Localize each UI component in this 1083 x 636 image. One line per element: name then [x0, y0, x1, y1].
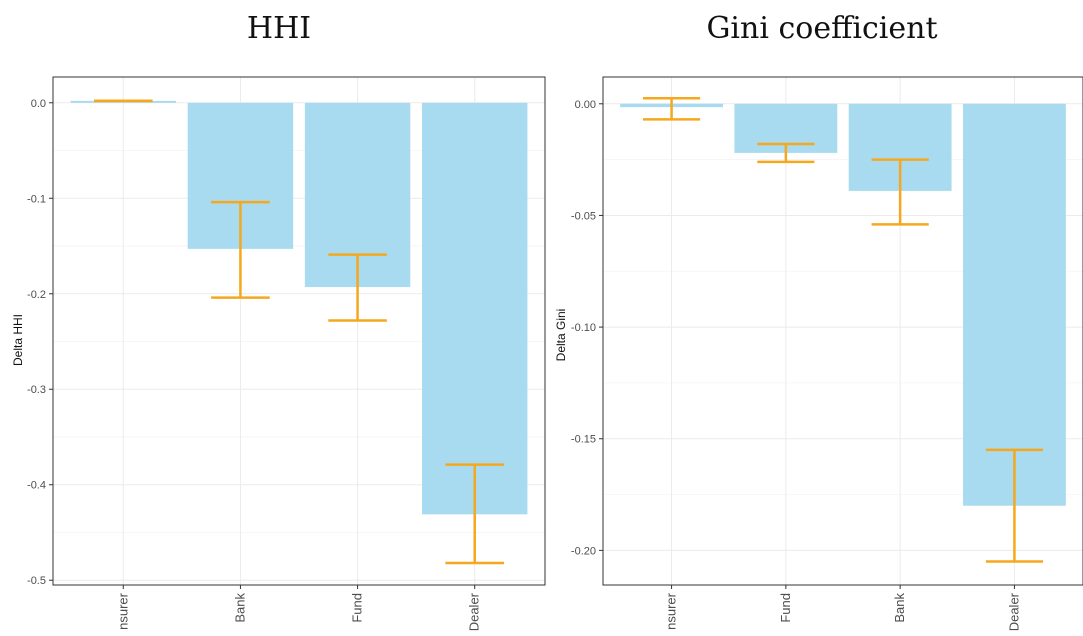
gini-errorbar-bank [871, 158, 929, 226]
gini-y-tick-label: -0.15 [571, 434, 596, 446]
gini-y-tick-label: -0.20 [571, 545, 596, 557]
gini-y-tick-label: 0.00 [575, 99, 596, 111]
gini-chart-panel: Gini coefficient Delta Gini 0.00 -0.05 -0.… [554, 11, 1083, 633]
gini-x-tick-label: Fund [778, 593, 793, 623]
hhi-y-axis-title: Delta HHI [11, 314, 25, 366]
hhi-y-tick-label: 0.0 [31, 98, 46, 110]
hhi-y-tick-label: -0.4 [27, 480, 46, 492]
hhi-x-tick-label: Fund [350, 593, 365, 623]
gini-errorbar-insurer [643, 96, 701, 121]
hhi-bar-dealer [422, 102, 528, 515]
hhi-y-tick-label: -0.5 [27, 575, 46, 587]
hhi-errorbar-bank [211, 200, 270, 299]
hhi-y-tick-label: -0.1 [27, 193, 46, 205]
hhi-x-tick-label: Dealer [467, 592, 482, 631]
gini-chart-title: Gini coefficient [706, 11, 937, 46]
gini-x-tick-label: Dealer [1006, 592, 1021, 631]
gini-plot-border [602, 76, 1083, 586]
gini-y-axis-title: Delta Gini [554, 309, 568, 362]
hhi-errorbar-fund [328, 253, 387, 322]
hhi-errorbar-dealer [445, 463, 504, 565]
hhi-chart-panel: HHI Delta HHI 0.0 -0.1 -0.2 -0.3 -0.4 -0.5 Ins… [11, 11, 546, 633]
gini-y-tick-label: -0.05 [571, 210, 596, 222]
hhi-x-tick-label: Bank [232, 593, 247, 623]
hhi-plot-border [52, 76, 546, 586]
gini-errorbar-dealer [985, 448, 1043, 563]
gini-x-tick-label: Insurer [664, 592, 679, 631]
hhi-y-tick-label: -0.3 [27, 384, 46, 396]
gini-errorbar-fund [757, 142, 815, 164]
hhi-y-tick-label: -0.2 [27, 289, 46, 301]
gini-y-tick-label: -0.10 [571, 322, 596, 334]
hhi-chart-title: HHI [247, 11, 311, 46]
gini-bar-dealer [963, 103, 1066, 506]
hhi-x-tick-label: Insurer [115, 592, 130, 631]
gini-x-tick-label: Bank [892, 593, 907, 623]
